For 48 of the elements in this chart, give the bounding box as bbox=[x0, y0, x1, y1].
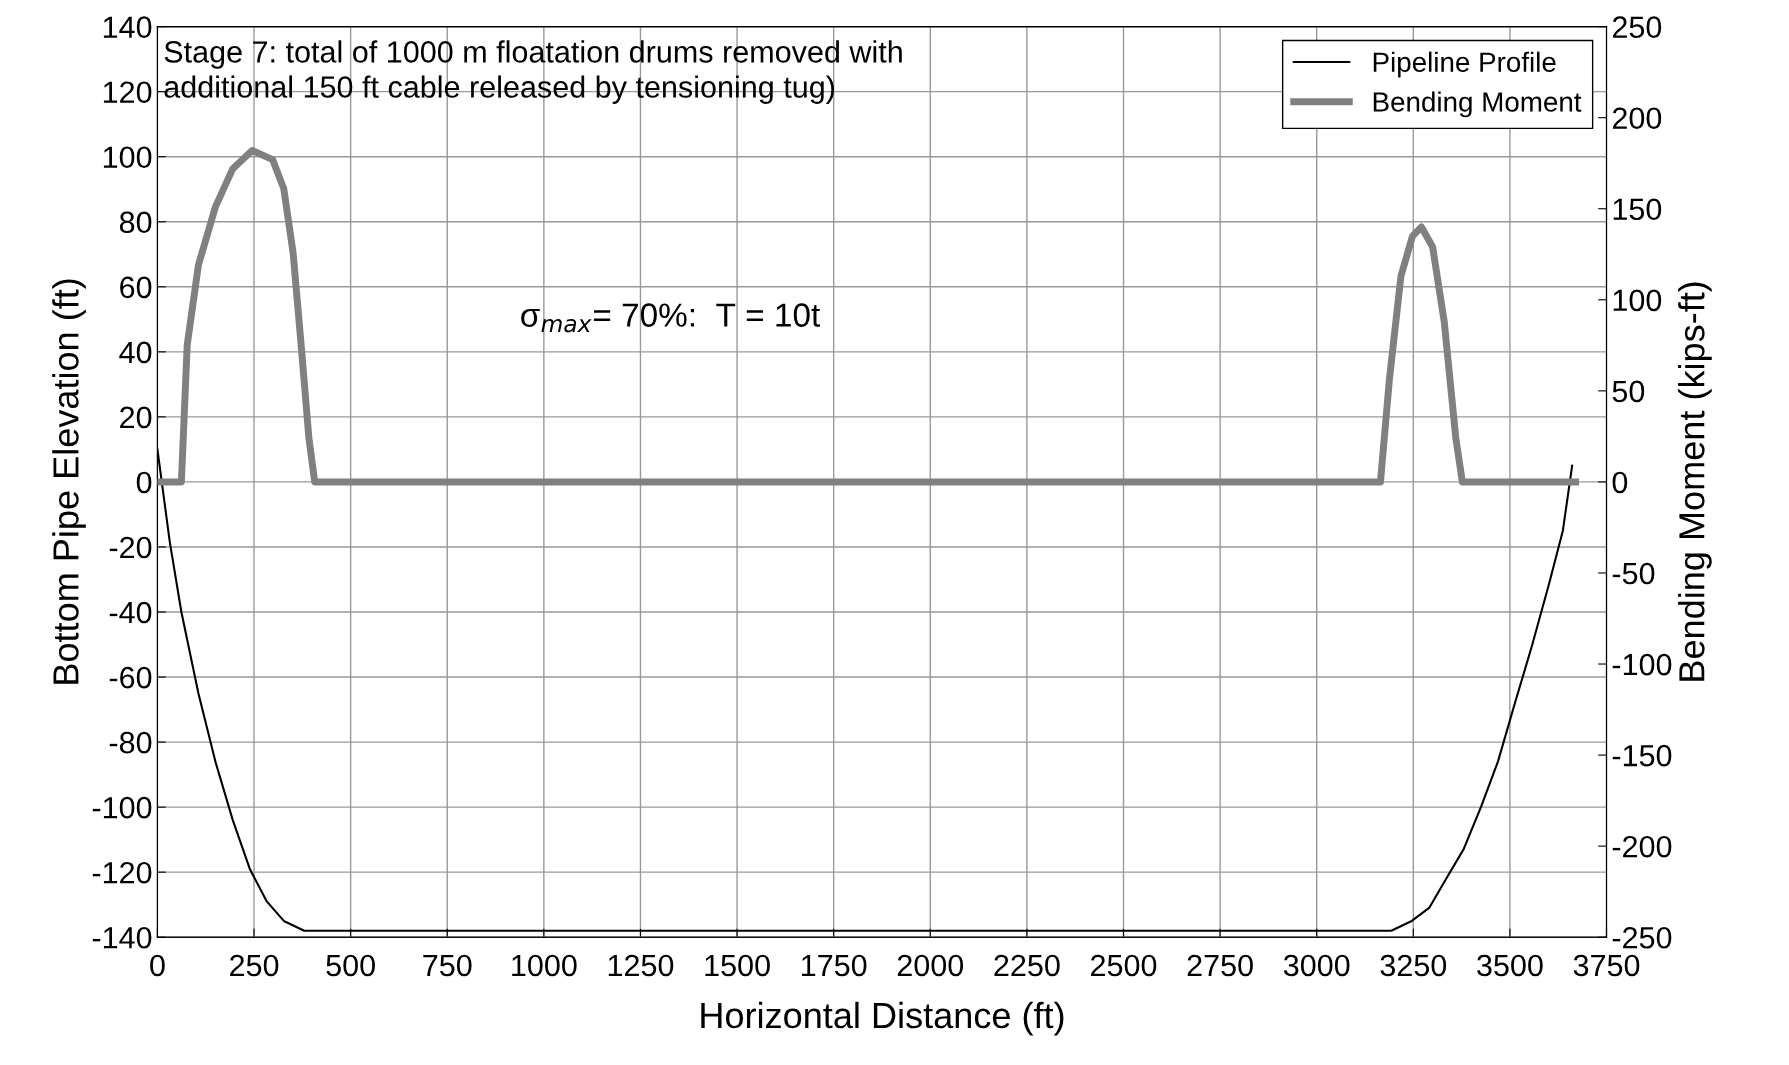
y-tick-label: -120 bbox=[92, 861, 152, 884]
y-tick-label: 120 bbox=[103, 81, 152, 104]
x-tick-label: 2500 bbox=[1091, 954, 1157, 977]
x-tick-label: 3000 bbox=[1283, 954, 1350, 977]
y-axis-title: Bottom Pipe Elevation (ft) bbox=[52, 279, 86, 684]
y2-tick-label: 0 bbox=[1612, 471, 1628, 494]
x-tick-label: 1250 bbox=[608, 954, 674, 977]
legend-label: Pipeline Profile bbox=[1373, 51, 1556, 78]
x-tick-label: 2000 bbox=[897, 954, 964, 977]
y2-tick-label: 100 bbox=[1613, 289, 1662, 312]
x-tick-label: 1000 bbox=[512, 954, 577, 977]
y-tick-label: -20 bbox=[109, 536, 152, 559]
x-tick-label: 750 bbox=[423, 954, 472, 977]
x-tick-label: 500 bbox=[326, 954, 375, 977]
y2-axis-title: Bending Moment (kips-ft) bbox=[1678, 282, 1712, 681]
x-tick-label: 1750 bbox=[802, 954, 867, 977]
y2-tick-label: 150 bbox=[1613, 198, 1662, 221]
y-tick-label: 0 bbox=[136, 471, 152, 494]
y2-tick-label: 250 bbox=[1612, 16, 1662, 38]
x-tick-label: 2750 bbox=[1187, 954, 1253, 977]
annotation: σ$_{max}$= 70%: T = 10t bbox=[521, 303, 821, 333]
y-tick-label: 100 bbox=[103, 146, 152, 169]
y2-tick-label: -250 bbox=[1612, 926, 1672, 949]
y-tick-label: 60 bbox=[120, 276, 152, 299]
y-tick-label: -60 bbox=[109, 666, 152, 689]
y2-tick-label: -50 bbox=[1612, 562, 1655, 585]
annotation: Stage 7: total of 1000 m floatation drums removed with additional 150 ft cable released by tensioning tug) bbox=[164, 40, 902, 104]
x-axis-title: Horizontal Distance (ft) bbox=[701, 1001, 1064, 1036]
y-tick-label: -80 bbox=[109, 731, 152, 754]
x-tick-label: 2250 bbox=[994, 954, 1060, 977]
y-tick-label: 40 bbox=[119, 341, 152, 364]
y-tick-label: 20 bbox=[120, 406, 152, 429]
legend-label: Bending Moment bbox=[1373, 91, 1582, 118]
y2-tick-label: 50 bbox=[1612, 380, 1645, 403]
y-tick-label: -100 bbox=[92, 796, 152, 819]
y2-tick-label: -200 bbox=[1612, 835, 1672, 858]
y-tick-label: 140 bbox=[103, 16, 152, 38]
x-tick-label: 3250 bbox=[1380, 954, 1447, 977]
x-tick-label: 3750 bbox=[1573, 954, 1640, 977]
x-tick-label: 3500 bbox=[1477, 954, 1543, 977]
y2-tick-label: 200 bbox=[1612, 107, 1662, 130]
y2-tick-label: -150 bbox=[1612, 744, 1672, 767]
y2-tick-label: -100 bbox=[1612, 653, 1672, 676]
x-tick-label: 1500 bbox=[705, 954, 770, 977]
y-tick-label: -140 bbox=[92, 926, 152, 949]
x-tick-label: 250 bbox=[230, 954, 279, 977]
y-tick-label: 80 bbox=[119, 211, 152, 234]
y-tick-label: -40 bbox=[109, 601, 152, 624]
